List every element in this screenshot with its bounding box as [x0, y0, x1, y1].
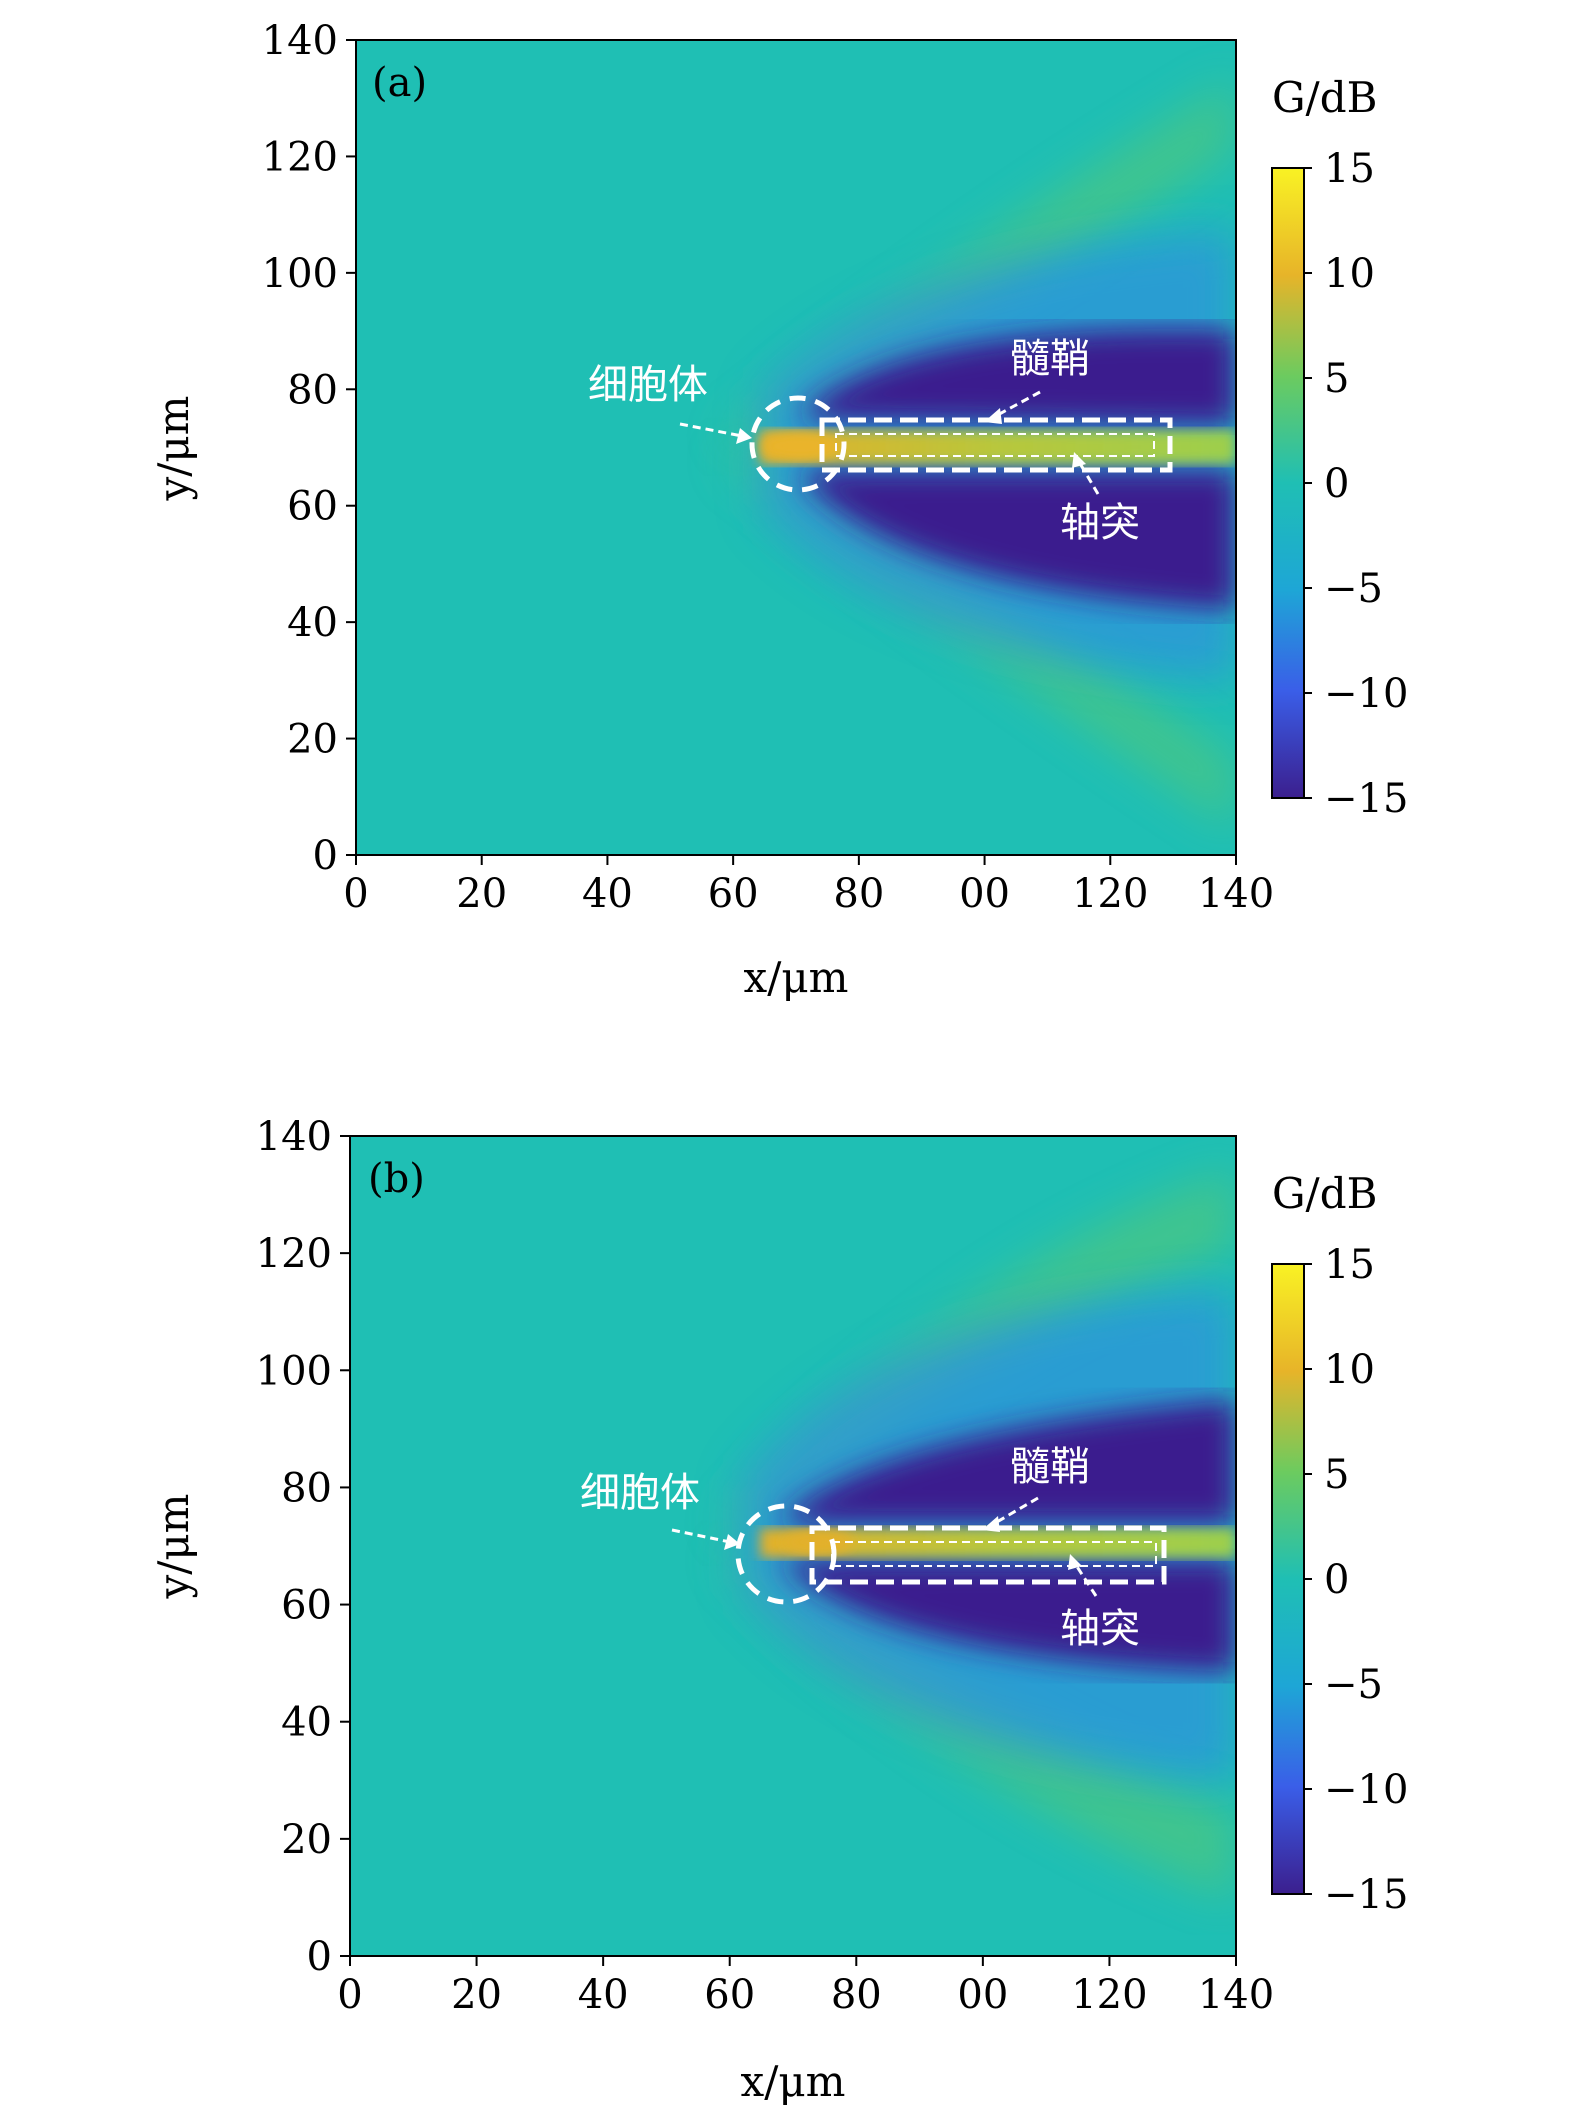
panel-a-ytick-label: 60	[287, 484, 338, 530]
panel-a-ylabel: y/μm	[149, 396, 198, 502]
panel-b-field	[350, 1136, 1236, 1956]
panel-b-frame	[349, 1135, 1237, 1957]
panel-b-ytick-label: 20	[281, 1817, 332, 1863]
panel-b-xtick-label: 80	[831, 1972, 882, 2018]
panel-a-frame	[355, 39, 1237, 856]
panel-b-cbtick-label: −5	[1324, 1662, 1383, 1708]
panel-a-cbtick-label: 0	[1324, 461, 1349, 507]
panel-a-soma-label: 细胞体	[588, 362, 708, 408]
panel-b-myelin-outline	[809, 1525, 1167, 1585]
panel-b-axon-arrowhead	[1068, 1554, 1082, 1570]
panel-a-label: (a)	[372, 60, 427, 106]
panel-a-ytick-label: 140	[262, 18, 338, 64]
panel-a-cbtick-label: −5	[1324, 566, 1383, 612]
panel-b-soma-arrowhead	[724, 1534, 740, 1550]
panel-a-ytick-label: 0	[313, 833, 338, 879]
panel-a-cbtick-label: −15	[1324, 776, 1408, 822]
panel-b-xlabel: x/μm	[741, 2057, 846, 2106]
panel-a-soma-arrowhead	[736, 428, 752, 444]
panel-b-cbtick-label: −10	[1324, 1767, 1408, 1813]
panel-b-xtick-label: 40	[578, 1972, 629, 2018]
panel-a-ytick-label: 100	[262, 251, 338, 297]
panel-a-xtick-label: 60	[708, 871, 759, 917]
panel-b-colorbar	[1271, 1263, 1305, 1895]
panel-b: 细胞体 髓鞘 轴突 (b) 0 20 40 60 80 00 120 140 0 20 40 60 80…	[149, 1114, 1408, 2106]
panel-a-axon-outline	[835, 433, 1155, 457]
panel-a-ytick-label: 120	[262, 134, 338, 180]
panel-a-cbtick-label: 15	[1324, 146, 1375, 192]
panel-a-soma-arrow	[679, 422, 743, 438]
panel-b-label: (b)	[368, 1156, 425, 1202]
panel-b-cbtick-label: 5	[1324, 1452, 1349, 1498]
panel-b-ylabel: y/μm	[149, 1494, 198, 1600]
panel-a-myelin-arrowhead	[984, 408, 1002, 424]
panel-a-axon-arrowhead	[1072, 452, 1086, 468]
panel-b-cbtick-label: −15	[1324, 1872, 1408, 1918]
panel-a-ytick-label: 40	[287, 600, 338, 646]
panel-b-xtick-label: 140	[1198, 1972, 1274, 2018]
panel-a-cbtick-label: 5	[1324, 356, 1349, 402]
panel-a-xtick-label: 00	[959, 871, 1010, 917]
panel-a-ticks: 0 20 40 60 80 00 120 140 0 20 40 60 80 100 120 140	[262, 18, 1275, 917]
panel-a-ytick-label: 80	[287, 367, 338, 413]
panel-b-myelin-arrowhead	[982, 1516, 1000, 1532]
panel-b-myelin-label: 髓鞘	[1010, 1444, 1090, 1490]
panel-b-axon-label: 轴突	[1060, 1606, 1140, 1652]
panel-a-colorbar-title: G/dB	[1272, 73, 1377, 122]
panel-b-ytick-label: 0	[307, 1934, 332, 1980]
panel-a-xtick-label: 80	[833, 871, 884, 917]
panel-b-ytick-label: 60	[281, 1583, 332, 1629]
panel-b-ticks: 0 20 40 60 80 00 120 140 0 20 40 60 80 100 120 140	[256, 1114, 1275, 2018]
panel-b-soma-outline	[735, 1503, 837, 1605]
panel-a-soma-outline	[749, 395, 847, 493]
panel-b-cbtick-label: 15	[1324, 1242, 1375, 1288]
panel-b-xtick-label: 00	[957, 1972, 1008, 2018]
panel-a-axon-label: 轴突	[1060, 500, 1140, 546]
panel-a-xtick-label: 20	[456, 871, 507, 917]
panel-b-soma-arrow	[671, 1528, 731, 1544]
panel-b-ytick-label: 100	[256, 1348, 332, 1394]
panel-b-ytick-label: 140	[256, 1114, 332, 1160]
panel-a-xtick-label: 40	[582, 871, 633, 917]
panel-b-cbtick-label: 0	[1324, 1557, 1349, 1603]
panel-b-axon-arrow	[1072, 1561, 1098, 1597]
panel-a-myelin-label: 髓鞘	[1010, 336, 1090, 382]
panel-b-xtick-label: 20	[451, 1972, 502, 2018]
panel-b-soma-label: 细胞体	[580, 1470, 700, 1516]
panel-b-ytick-label: 120	[256, 1231, 332, 1277]
panel-a-xtick-label: 120	[1072, 871, 1148, 917]
panel-b-colorbar-ticks: 15 10 5 0 −5 −10 −15	[1304, 1242, 1408, 1918]
panel-a-xtick-label: 140	[1198, 871, 1274, 917]
panel-b-axon-outline	[831, 1541, 1157, 1567]
panel-a-xtick-label: 0	[343, 871, 368, 917]
panel-a-axon-arrow	[1076, 459, 1100, 495]
panel-a: 细胞体 髓鞘 轴突 (a) 0 20 40 60 80 00 120 140 0 20 40 60 80…	[149, 18, 1408, 1002]
panel-a-xlabel: x/μm	[744, 953, 849, 1002]
panel-b-colorbar-title: G/dB	[1272, 1169, 1377, 1218]
panel-a-colorbar-ticks: 15 10 5 0 −5 −10 −15	[1304, 146, 1408, 822]
panel-a-colorbar	[1271, 167, 1305, 799]
panel-b-ytick-label: 40	[281, 1700, 332, 1746]
panel-a-ytick-label: 20	[287, 717, 338, 763]
panel-b-xtick-label: 60	[704, 1972, 755, 2018]
panel-b-ytick-label: 80	[281, 1465, 332, 1511]
panel-b-xtick-label: 0	[337, 1972, 362, 2018]
panel-a-cbtick-label: −10	[1324, 671, 1408, 717]
panel-a-cbtick-label: 10	[1324, 251, 1375, 297]
panel-b-cbtick-label: 10	[1324, 1347, 1375, 1393]
panel-b-xtick-label: 120	[1071, 1972, 1147, 2018]
panel-a-field	[356, 40, 1236, 855]
